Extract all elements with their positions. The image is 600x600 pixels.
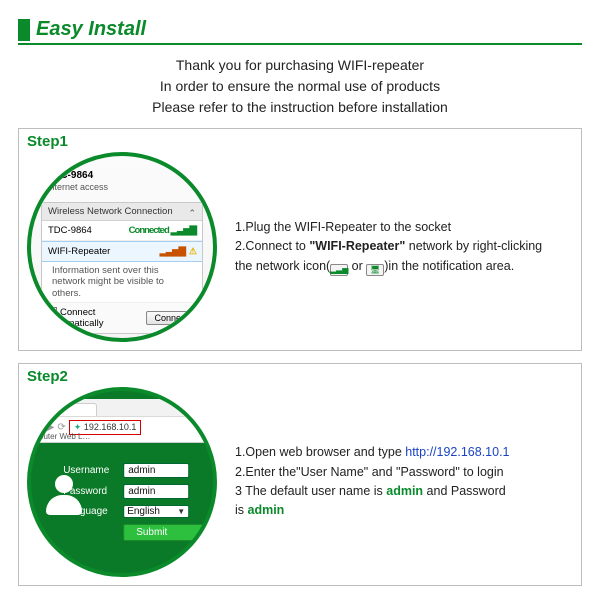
intro-line-1: Thank you for purchasing WIFI-repeater <box>18 55 582 76</box>
language-label: Language <box>63 506 117 517</box>
chevron-down-icon: ▼ <box>177 507 185 516</box>
shield-alert-icon: ⚠ <box>189 246 196 257</box>
signal-bars-icon: ▂▃▅ <box>330 264 348 276</box>
step2-l3a: 3 The default user name is <box>235 484 386 498</box>
browser-top: ◀ ▶ ⟳ ✦ 192.168.10.1 outer Web L… <box>31 399 213 443</box>
bookmark-label: outer Web L… <box>39 432 90 441</box>
step1-top-ssid: TDC-9864 <box>47 170 108 182</box>
intro-line-3: Please refer to the instruction before i… <box>18 97 582 118</box>
wifi-row1-status: Connected <box>129 225 169 236</box>
step2-url-text: http://192.168.10.1 <box>405 445 509 459</box>
step2-admin2: admin <box>248 503 285 517</box>
chevron-up-icon: ⌃ <box>188 208 196 219</box>
step1-line2: 2.Connect to "WIFI-Repeater" network by … <box>235 237 542 256</box>
wifi-info-text: Information sent over this network might… <box>42 262 202 302</box>
username-input[interactable]: admin <box>123 463 189 478</box>
wifi-panel-title-text: Wireless Network Connection <box>48 206 173 217</box>
step1-screenshot-circle: TDC-9864 Internet access Wireless Networ… <box>27 152 217 342</box>
step1-l2a: 2.Connect to <box>235 239 309 253</box>
language-select[interactable]: English ▼ <box>123 505 189 518</box>
step1-l3c: )in the notification area. <box>384 259 514 273</box>
step2-line2: 2.Enter the"User Name" and "Password" to… <box>235 463 510 482</box>
login-form: Username admin Password admin Language E… <box>63 463 203 541</box>
step1-instructions: 1.Plug the WIFI-Repeater to the socket 2… <box>235 218 542 276</box>
username-label: Username <box>63 465 117 476</box>
url-text: 192.168.10.1 <box>84 422 137 432</box>
wifi-row1-name: TDC-9864 <box>48 225 92 236</box>
signal-weak-icon: ▂▃▅▇⚠ <box>160 246 196 257</box>
step2-l4a: is <box>235 503 248 517</box>
step2-line4: is admin <box>235 501 510 520</box>
wifi-row2-name: WIFI-Repeater <box>48 246 110 257</box>
header-title: Easy Install <box>36 18 146 41</box>
step2-screenshot-circle: ◀ ▶ ⟳ ✦ 192.168.10.1 outer Web L… Userna… <box>27 387 217 577</box>
step1-label: Step1 <box>27 133 573 150</box>
header-bar-row: Easy Install <box>18 18 582 45</box>
submit-button[interactable]: Submit <box>123 524 203 541</box>
intro-text: Thank you for purchasing WIFI-repeater I… <box>18 55 582 118</box>
wifi-panel: Wireless Network Connection ⌃ TDC-9864 C… <box>41 202 203 334</box>
browser-tab[interactable] <box>37 403 97 416</box>
header-accent-block <box>18 19 30 41</box>
signal-icon: Connected ▂▃▅▇ <box>129 225 196 236</box>
auto-connect-label: Connect automatically <box>48 307 146 329</box>
step1-box: Step1 TDC-9864 Internet access Wireless … <box>18 128 582 351</box>
password-label: Password <box>63 486 117 497</box>
step2-l3c: and Password <box>423 484 506 498</box>
step1-l2b: "WIFI-Repeater" <box>309 239 405 253</box>
step1-l3a: the network icon( <box>235 259 330 273</box>
wifi-row-connected[interactable]: TDC-9864 Connected ▂▃▅▇ <box>42 221 202 241</box>
step2-admin1: admin <box>386 484 423 498</box>
language-value: English <box>127 506 160 517</box>
password-input[interactable]: admin <box>123 484 189 499</box>
connect-button[interactable]: Connect <box>146 311 196 325</box>
monitor-icon: 🖥 <box>366 264 384 276</box>
step1-line1: 1.Plug the WIFI-Repeater to the socket <box>235 218 542 237</box>
step1-top-sub: Internet access <box>47 182 108 193</box>
step2-label: Step2 <box>27 368 573 385</box>
step2-box: Step2 ◀ ▶ ⟳ ✦ 192.168.10.1 outer Web <box>18 363 582 586</box>
wifi-row-repeater[interactable]: WIFI-Repeater ▂▃▅▇⚠ <box>42 241 202 262</box>
browser-tabbar <box>31 399 213 417</box>
checkbox-icon[interactable] <box>48 307 57 316</box>
step1-l2c: network by right-clicking <box>405 239 542 253</box>
step2-line3: 3 The default user name is admin and Pas… <box>235 482 510 501</box>
wifi-footer: Connect automatically Connect <box>42 302 202 333</box>
step1-line3: the network icon(▂▃▅ or 🖥)in the notific… <box>235 257 542 276</box>
wifi-panel-title: Wireless Network Connection ⌃ <box>42 203 202 221</box>
intro-line-2: In order to ensure the normal use of pro… <box>18 76 582 97</box>
step1-l3b: or <box>348 259 366 273</box>
step2-l1a: 1.Open web browser and type <box>235 445 405 459</box>
step2-line1: 1.Open web browser and type http://192.1… <box>235 443 510 462</box>
step1-tray-header: TDC-9864 Internet access <box>47 170 108 193</box>
step2-instructions: 1.Open web browser and type http://192.1… <box>235 443 510 521</box>
